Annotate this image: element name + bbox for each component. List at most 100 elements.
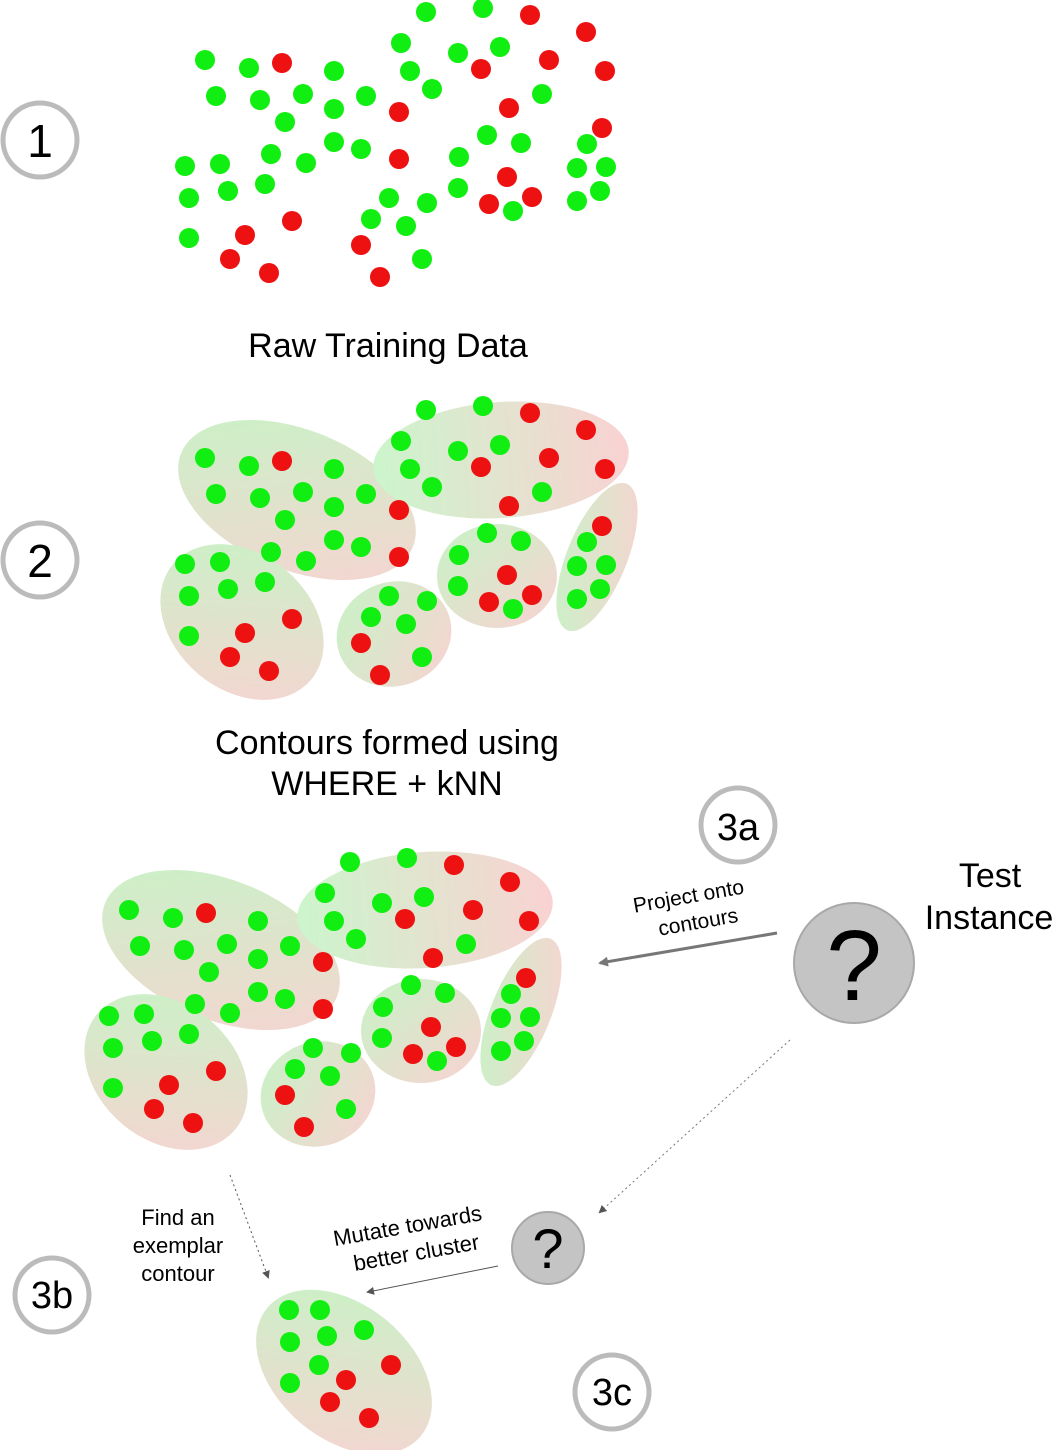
red-training-point <box>275 1085 295 1105</box>
exemplar-contour-region <box>256 1289 432 1450</box>
red-training-point <box>519 911 539 931</box>
green-training-point <box>356 484 376 504</box>
red-training-point <box>499 98 519 118</box>
red-training-point <box>235 225 255 245</box>
red-training-point <box>595 459 615 479</box>
green-training-point <box>449 545 469 565</box>
green-training-point <box>315 883 335 903</box>
green-training-point <box>324 911 344 931</box>
red-training-point <box>282 609 302 629</box>
red-exemplar-point <box>320 1392 340 1412</box>
green-exemplar-point <box>354 1320 374 1340</box>
green-training-point <box>372 1028 392 1048</box>
green-training-point <box>412 249 432 269</box>
green-training-point <box>448 43 468 63</box>
green-training-point <box>179 188 199 208</box>
green-training-point <box>577 532 597 552</box>
green-training-point <box>248 949 268 969</box>
green-training-point <box>261 542 281 562</box>
red-training-point <box>522 585 542 605</box>
green-training-point <box>346 929 366 949</box>
green-training-point <box>255 572 275 592</box>
contour-region <box>84 994 248 1150</box>
red-training-point <box>351 633 371 653</box>
green-training-point <box>275 510 295 530</box>
project-onto-contours-caption: Project onto contours <box>631 876 745 941</box>
red-training-point <box>497 167 517 187</box>
step-2-label: 2 <box>27 535 53 587</box>
red-training-point <box>576 22 596 42</box>
green-training-point <box>175 156 195 176</box>
green-training-point <box>567 589 587 609</box>
green-training-point <box>448 178 468 198</box>
red-training-point <box>351 235 371 255</box>
red-training-point <box>471 457 491 477</box>
green-training-point <box>435 983 455 1003</box>
find-caption-line-3: contour <box>141 1261 214 1286</box>
green-training-point <box>391 431 411 451</box>
red-training-point <box>539 50 559 70</box>
green-training-point <box>397 848 417 868</box>
red-training-point <box>497 565 517 585</box>
raw-training-points <box>175 0 616 287</box>
mutated-instance: ? <box>511 1211 585 1285</box>
green-training-point <box>217 934 237 954</box>
red-training-point <box>183 1113 203 1133</box>
step-3c-marker: 3c <box>572 1352 652 1432</box>
green-training-point <box>427 1051 447 1071</box>
green-training-point <box>293 84 313 104</box>
green-training-point <box>248 911 268 931</box>
green-training-point <box>275 112 295 132</box>
red-training-point <box>235 623 255 643</box>
green-exemplar-point <box>317 1326 337 1346</box>
step-3c-circle <box>572 1352 652 1432</box>
green-training-point <box>401 975 421 995</box>
green-training-point <box>341 1043 361 1063</box>
mutate-arrow <box>366 1265 499 1295</box>
mutated-instance-circle <box>511 1211 585 1285</box>
red-training-point <box>313 999 333 1019</box>
green-training-point <box>372 893 392 913</box>
green-training-point <box>477 523 497 543</box>
green-training-point <box>490 435 510 455</box>
green-training-point <box>514 1031 534 1051</box>
red-training-point <box>159 1075 179 1095</box>
green-training-point <box>396 216 416 236</box>
green-training-point <box>361 607 381 627</box>
step-3a-label: 3a <box>717 807 760 849</box>
green-training-point <box>473 0 493 18</box>
project-arrow <box>598 931 778 967</box>
red-training-point <box>206 1061 226 1081</box>
green-training-point <box>396 614 416 634</box>
green-training-point <box>351 139 371 159</box>
green-training-point <box>218 579 238 599</box>
green-exemplar-point <box>309 1355 329 1375</box>
green-training-point <box>532 482 552 502</box>
green-training-point <box>280 936 300 956</box>
test-to-mutated-dotted-arrow <box>598 1039 791 1214</box>
green-training-point <box>119 900 139 920</box>
green-training-point <box>336 1099 356 1119</box>
green-training-point <box>501 984 521 1004</box>
test-instance-question-icon: ? <box>826 910 882 1022</box>
red-training-point <box>389 547 409 567</box>
green-training-point <box>473 396 493 416</box>
contour-region <box>160 544 324 700</box>
green-training-point <box>320 1066 340 1086</box>
green-training-point <box>503 201 523 221</box>
red-training-point <box>144 1099 164 1119</box>
red-training-point <box>272 451 292 471</box>
green-training-point <box>324 459 344 479</box>
green-training-point <box>220 1003 240 1023</box>
green-training-point <box>351 537 371 557</box>
raw-training-data-caption: Raw Training Data <box>248 327 528 365</box>
test-instance-caption-line-1: Test <box>959 857 1022 895</box>
exemplar-contour-points <box>279 1300 401 1428</box>
green-training-point <box>511 133 531 153</box>
green-training-point <box>250 488 270 508</box>
red-training-point <box>522 187 542 207</box>
green-training-point <box>255 174 275 194</box>
red-training-point <box>282 211 302 231</box>
red-training-point <box>313 952 333 972</box>
step-1-circle <box>0 100 80 180</box>
